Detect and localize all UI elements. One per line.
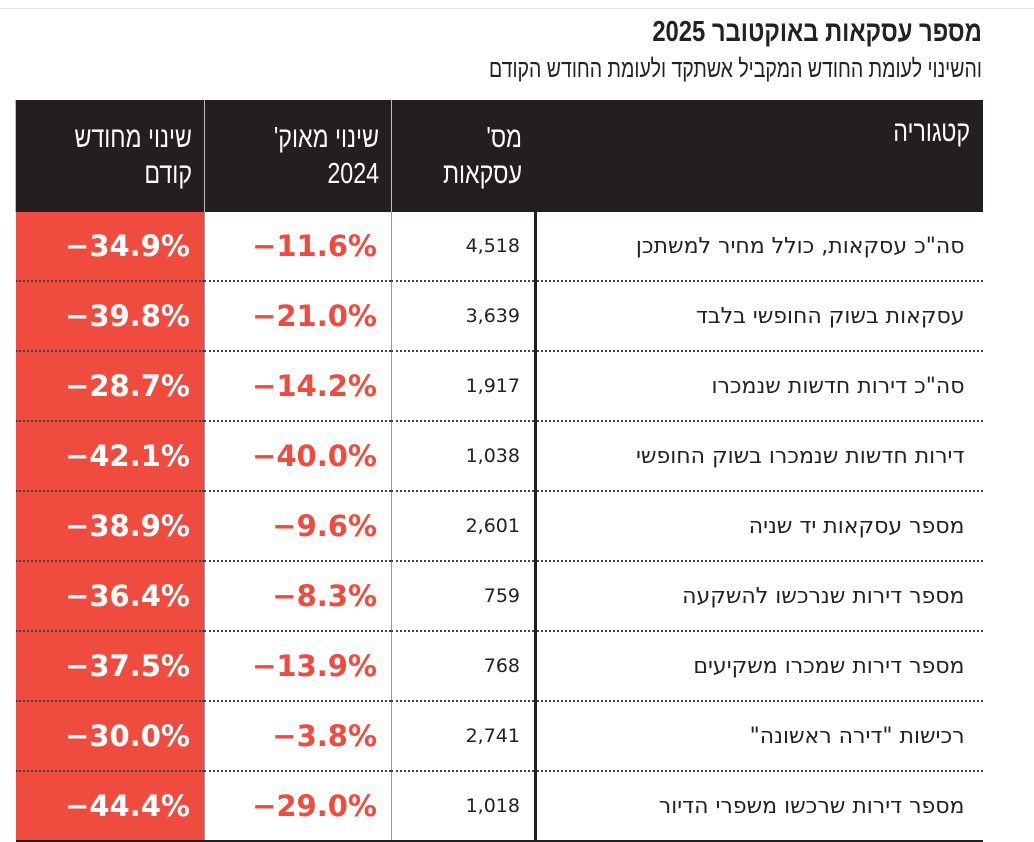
count-cell-value: 1,917 <box>465 375 520 397</box>
category-cell: מספר דירות שרכשו משפרי הדיור <box>534 771 983 842</box>
count-cell: 3,639 <box>391 281 536 352</box>
change-prev-month-cell: −42.1% <box>15 421 205 492</box>
change-oct-2024-cell-value: −13.9% <box>252 649 377 683</box>
header-count: מס' עסקאות <box>391 100 536 212</box>
category-cell: מספר דירות שנרכשו להשקעה <box>534 561 983 632</box>
change-oct-2024-cell-value: −21.0% <box>252 299 377 333</box>
change-oct-2024-cell-value: −9.6% <box>272 509 377 543</box>
count-cell-value: 1,038 <box>465 445 520 467</box>
transactions-table: קטגוריה מס' עסקאות שינוי מאוק' 2024 שינו… <box>15 100 983 842</box>
table-row: דירות חדשות שנמכרו בשוק החופשי 1,038 −40.0… <box>15 421 983 492</box>
category-cell-value: רכישות "דירה ראשונה" <box>749 723 965 749</box>
table-row: מספר דירות שרכשו משפרי הדיור 1,018 −29.0% −… <box>15 771 983 842</box>
change-prev-month-cell-value: −34.9% <box>65 229 190 263</box>
change-prev-month-cell: −30.0% <box>15 701 205 772</box>
change-oct-2024-cell: −40.0% <box>204 421 392 492</box>
count-cell: 1,917 <box>391 351 536 422</box>
count-cell: 4,518 <box>391 212 536 282</box>
count-cell: 2,741 <box>391 701 536 772</box>
count-cell-value: 768 <box>483 655 520 677</box>
change-oct-2024-cell-value: −14.2% <box>252 369 377 403</box>
count-cell-value: 2,741 <box>465 725 520 747</box>
count-cell: 759 <box>391 561 536 632</box>
change-prev-month-cell-value: −30.0% <box>65 719 190 753</box>
category-cell: עסקאות בשוק החופשי בלבד <box>534 281 983 352</box>
count-cell-value: 4,518 <box>465 235 520 257</box>
category-cell-value: מספר דירות שנרכשו להשקעה <box>682 583 965 609</box>
count-cell: 2,601 <box>391 491 536 562</box>
change-oct-2024-cell: −14.2% <box>204 351 392 422</box>
change-prev-month-cell: −36.4% <box>15 561 205 632</box>
table-row: מספר דירות שמכרו משקיעים 768 −13.9% −37.5% <box>15 631 983 702</box>
table-row: סה"כ דירות חדשות שנמכרו 1,917 −14.2% −28.7% <box>15 351 983 422</box>
change-prev-month-cell: −44.4% <box>15 771 205 842</box>
change-prev-month-cell: −39.8% <box>15 281 205 352</box>
table-row: סה"כ עסקאות, כולל מחיר למשתכן 4,518 −11.6%… <box>15 212 983 282</box>
category-cell: מספר עסקאות יד שניה <box>534 491 983 562</box>
change-prev-month-cell: −38.9% <box>15 491 205 562</box>
change-oct-2024-cell: −9.6% <box>204 491 392 562</box>
page-title: מספר עסקאות באוקטובר 2025 <box>652 16 982 48</box>
count-cell: 1,038 <box>391 421 536 492</box>
change-oct-2024-cell: −21.0% <box>204 281 392 352</box>
header-change-oct-2024: שינוי מאוק' 2024 <box>204 100 392 212</box>
change-oct-2024-cell-value: −40.0% <box>252 439 377 473</box>
change-prev-month-cell-value: −39.8% <box>65 299 190 333</box>
category-cell-value: סה"כ עסקאות, כולל מחיר למשתכן <box>635 233 965 259</box>
change-prev-month-cell-value: −42.1% <box>65 439 190 473</box>
change-oct-2024-cell-value: −3.8% <box>272 719 377 753</box>
header-category: קטגוריה <box>534 100 983 212</box>
category-cell-value: עסקאות בשוק החופשי בלבד <box>695 303 965 329</box>
table-row: רכישות "דירה ראשונה" 2,741 −3.8% −30.0% <box>15 701 983 772</box>
table-row: מספר דירות שנרכשו להשקעה 759 −8.3% −36.4% <box>15 561 983 632</box>
top-divider <box>0 8 1034 9</box>
table-header-row: קטגוריה מס' עסקאות שינוי מאוק' 2024 שינו… <box>15 100 983 212</box>
change-oct-2024-cell-value: −11.6% <box>252 229 377 263</box>
count-cell: 768 <box>391 631 536 702</box>
change-oct-2024-cell: −3.8% <box>204 701 392 772</box>
change-prev-month-cell-value: −44.4% <box>65 789 190 823</box>
change-prev-month-cell-value: −37.5% <box>65 649 190 683</box>
change-prev-month-cell: −28.7% <box>15 351 205 422</box>
category-cell-value: סה"כ דירות חדשות שנמכרו <box>711 373 965 399</box>
change-oct-2024-cell: −8.3% <box>204 561 392 632</box>
change-prev-month-cell-value: −28.7% <box>65 369 190 403</box>
category-cell: דירות חדשות שנמכרו בשוק החופשי <box>534 421 983 492</box>
header-change-prev-month: שינוי מחודש קודם <box>15 100 205 212</box>
category-cell: מספר דירות שמכרו משקיעים <box>534 631 983 702</box>
page-subtitle: והשינוי לעומת החודש המקביל אשתקד ולעומת … <box>489 55 982 83</box>
category-cell-value: מספר דירות שרכשו משפרי הדיור <box>658 793 965 819</box>
change-oct-2024-cell-value: −8.3% <box>272 579 377 613</box>
change-prev-month-cell-value: −38.9% <box>65 509 190 543</box>
count-cell-value: 759 <box>483 585 520 607</box>
category-cell-value: מספר עסקאות יד שניה <box>748 513 965 539</box>
count-cell: 1,018 <box>391 771 536 842</box>
count-cell-value: 3,639 <box>465 305 520 327</box>
category-cell: סה"כ דירות חדשות שנמכרו <box>534 351 983 422</box>
change-prev-month-cell: −34.9% <box>15 212 205 282</box>
change-prev-month-cell-value: −36.4% <box>65 579 190 613</box>
category-cell: רכישות "דירה ראשונה" <box>534 701 983 772</box>
table-row: מספר עסקאות יד שניה 2,601 −9.6% −38.9% <box>15 491 983 562</box>
change-oct-2024-cell: −13.9% <box>204 631 392 702</box>
table-row: עסקאות בשוק החופשי בלבד 3,639 −21.0% −39.8% <box>15 281 983 352</box>
change-oct-2024-cell: −29.0% <box>204 771 392 842</box>
change-oct-2024-cell-value: −29.0% <box>252 789 377 823</box>
count-cell-value: 2,601 <box>465 515 520 537</box>
category-cell: סה"כ עסקאות, כולל מחיר למשתכן <box>534 212 983 282</box>
category-cell-value: דירות חדשות שנמכרו בשוק החופשי <box>636 443 965 469</box>
change-prev-month-cell: −37.5% <box>15 631 205 702</box>
count-cell-value: 1,018 <box>465 795 520 817</box>
category-cell-value: מספר דירות שמכרו משקיעים <box>693 653 965 679</box>
change-oct-2024-cell: −11.6% <box>204 212 392 282</box>
